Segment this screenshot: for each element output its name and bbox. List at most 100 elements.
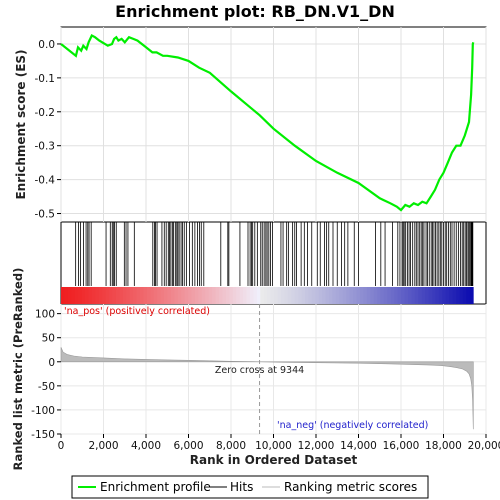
enrichment-profile-line — [61, 36, 473, 211]
colorbar-segment — [449, 287, 453, 304]
colorbar-segment — [463, 287, 467, 304]
colorbar-segment — [154, 287, 158, 304]
colorbar-segment — [109, 287, 113, 304]
enrichment-profile-group — [61, 36, 473, 211]
colorbar-segment — [226, 287, 230, 304]
colorbar-segment — [442, 287, 446, 304]
colorbar-segment — [88, 287, 92, 304]
colorbar-segment — [68, 287, 72, 304]
colorbar-segment — [322, 287, 326, 304]
colorbar-segment — [453, 287, 457, 304]
colorbar-segment — [460, 287, 464, 304]
colorbar-segment — [195, 287, 199, 304]
colorbar-segment — [260, 287, 264, 304]
ranking-y-tick-label: -50 — [38, 381, 55, 393]
colorbar-segment — [301, 287, 305, 304]
legend-enrichment-label: Enrichment profile — [100, 480, 211, 494]
x-tick-label: 12,000 — [298, 440, 335, 452]
x-tick-label: 10,000 — [255, 440, 292, 452]
x-tick-label: 16,000 — [383, 440, 420, 452]
colorbar-segment — [394, 287, 398, 304]
colorbar-segment — [277, 287, 281, 304]
colorbar-segment — [281, 287, 285, 304]
colorbar-segment — [288, 287, 292, 304]
colorbar-segment — [284, 287, 288, 304]
colorbar-segment — [126, 287, 130, 304]
colorbar-segment — [222, 287, 226, 304]
colorbar-segment — [298, 287, 302, 304]
x-axis-label: Rank in Ordered Dataset — [190, 453, 358, 467]
colorbar-segment — [82, 287, 86, 304]
ranking-y-tick-label: 0 — [48, 357, 55, 369]
colorbar-segment — [274, 287, 278, 304]
colorbar-segment — [95, 287, 99, 304]
colorbar-segment — [137, 287, 141, 304]
colorbar-segment — [113, 287, 117, 304]
x-tick-label: 8,000 — [216, 440, 246, 452]
colorbar-segment — [415, 287, 419, 304]
colorbar-segment — [64, 287, 68, 304]
colorbar-segment — [202, 287, 206, 304]
colorbar-segment — [157, 287, 161, 304]
colorbar-segment — [312, 287, 316, 304]
colorbar-segment — [353, 287, 357, 304]
colorbar-segment — [377, 287, 381, 304]
colorbar-segment — [346, 287, 350, 304]
colorbar-segment — [374, 287, 378, 304]
colorbar-segment — [466, 287, 470, 304]
colorbar-segment — [401, 287, 405, 304]
colorbar-segment — [363, 287, 367, 304]
colorbar-segment — [411, 287, 415, 304]
colorbar-segment — [308, 287, 312, 304]
colorbar-segment — [253, 287, 257, 304]
colorbar-segment — [295, 287, 299, 304]
negative-correlation-label: 'na_neg' (negatively correlated) — [277, 420, 428, 431]
colorbar-segment — [425, 287, 429, 304]
colorbar-segment — [339, 287, 343, 304]
colorbar-segment — [267, 287, 271, 304]
colorbar-segment — [264, 287, 268, 304]
colorbar-segment — [350, 287, 354, 304]
colorbar-segment — [439, 287, 443, 304]
x-tick-label: 14,000 — [340, 440, 377, 452]
colorbar-segment — [61, 287, 65, 304]
colorbar-segment — [185, 287, 189, 304]
colorbar-segment — [188, 287, 192, 304]
colorbar-segment — [92, 287, 96, 304]
colorbar-segment — [178, 287, 182, 304]
colorbar-segment — [99, 287, 103, 304]
colorbar-segment — [446, 287, 450, 304]
colorbar-segment — [78, 287, 82, 304]
colorbar-segment — [209, 287, 213, 304]
colorbar-segment — [418, 287, 422, 304]
colorbar-segment — [315, 287, 319, 304]
es-y-axis-label: Enrichment score (ES) — [14, 49, 28, 199]
colorbar-segment — [216, 287, 220, 304]
colorbar-segment — [271, 287, 275, 304]
x-tick-label: 2,000 — [88, 440, 118, 452]
colorbar-segment — [343, 287, 347, 304]
legend-ranking-label: Ranking metric scores — [284, 480, 417, 494]
colorbar-segment — [391, 287, 395, 304]
colorbar-segment — [150, 287, 154, 304]
ranking-y-axis-label: Ranked list metric (PreRanked) — [11, 268, 25, 471]
colorbar-segment — [164, 287, 168, 304]
colorbar-segment — [398, 287, 402, 304]
colorbar-segment — [470, 287, 474, 304]
colorbar-segment — [85, 287, 89, 304]
es-y-tick-label: -0.1 — [35, 73, 56, 85]
es-y-tick-label: -0.4 — [35, 175, 56, 187]
colorbar-segment — [133, 287, 137, 304]
chart-title: Enrichment plot: RB_DN.V1_DN — [115, 2, 395, 21]
colorbar-segment — [143, 287, 147, 304]
es-y-ticks: 0.0 -0.1 -0.2 -0.3 -0.4 -0.5 — [35, 39, 62, 221]
x-tick-label: 0 — [58, 440, 65, 452]
colorbar-segment — [174, 287, 178, 304]
ranking-y-tick-label: 100 — [35, 309, 55, 321]
colorbar-segment — [456, 287, 460, 304]
es-y-tick-label: -0.5 — [35, 209, 56, 221]
ranking-metric-group — [61, 347, 473, 429]
x-tick-label: 6,000 — [173, 440, 203, 452]
ranking-y-ticks: 100 50 0 -50 -100 -150 — [31, 309, 61, 441]
